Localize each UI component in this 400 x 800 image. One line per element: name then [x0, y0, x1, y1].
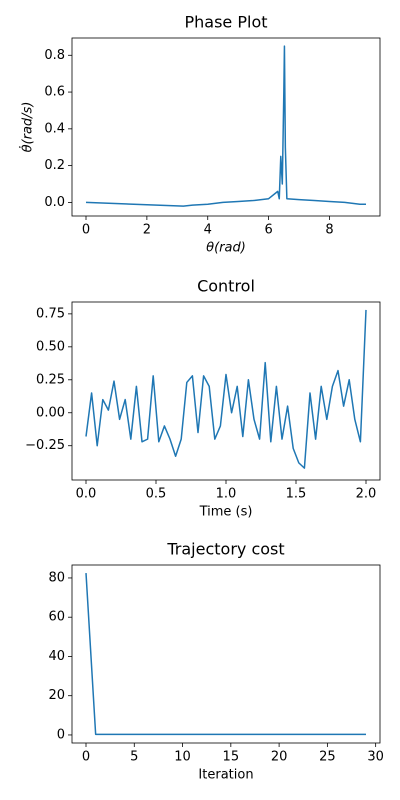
- data-line: [85, 309, 367, 469]
- y-tick-label: 0: [57, 727, 65, 742]
- x-tick-label: 1.0: [216, 487, 237, 502]
- x-tick-label: 0.5: [146, 487, 167, 502]
- x-tick-label: 0.0: [76, 487, 97, 502]
- x-tick-label: 2.0: [356, 487, 377, 502]
- chart-title: Phase Plot: [184, 13, 267, 32]
- x-axis-label: Iteration: [198, 768, 253, 783]
- y-tick-label: 0.6: [44, 85, 65, 100]
- data-line: [85, 45, 366, 207]
- y-tick-label: 0.0: [44, 195, 65, 210]
- x-axis-label: θ(rad): [206, 241, 246, 256]
- axes-frame: [71, 301, 381, 481]
- y-tick-label: 60: [48, 610, 65, 625]
- y-tick-label: 0.4: [44, 121, 65, 136]
- y-tick-label: −0.25: [25, 438, 65, 453]
- axes-frame: [71, 564, 381, 744]
- y-tick-label: 0.50: [36, 339, 65, 354]
- chart-title: Control: [197, 277, 255, 296]
- x-tick-label: 8: [325, 223, 333, 238]
- x-tick-label: 0: [82, 223, 90, 238]
- x-tick-label: 5: [130, 750, 138, 765]
- x-tick-label: 2: [143, 223, 151, 238]
- y-axis-label: θ̇(rad/s): [19, 102, 35, 153]
- x-axis-label: Time (s): [199, 505, 253, 520]
- y-tick-label: 0.2: [44, 158, 65, 173]
- x-tick-label: 25: [319, 750, 336, 765]
- y-tick-label: 0.75: [36, 306, 65, 321]
- x-tick-label: 15: [223, 750, 240, 765]
- x-tick-label: 6: [264, 223, 272, 238]
- y-tick-label: 80: [48, 570, 65, 585]
- x-tick-label: 1.5: [286, 487, 307, 502]
- x-tick-label: 10: [174, 750, 191, 765]
- y-tick-label: 20: [48, 688, 65, 703]
- y-tick-label: 40: [48, 649, 65, 664]
- y-tick-label: 0.8: [44, 48, 65, 63]
- y-tick-label: 0.00: [36, 405, 65, 420]
- x-tick-label: 30: [367, 750, 384, 765]
- x-tick-label: 0: [82, 750, 90, 765]
- axes-frame: [71, 37, 381, 217]
- data-line: [85, 573, 366, 736]
- x-tick-label: 4: [204, 223, 212, 238]
- y-tick-label: 0.25: [36, 372, 65, 387]
- chart-title: Trajectory cost: [166, 540, 284, 559]
- x-tick-label: 20: [271, 750, 288, 765]
